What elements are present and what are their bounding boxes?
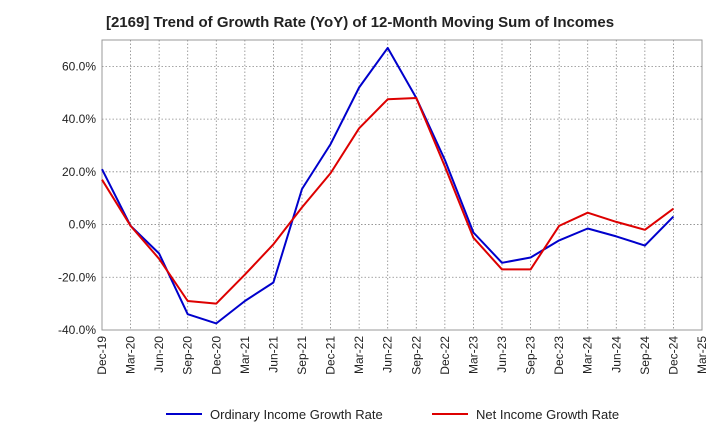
x-tick-label: Mar-20 (124, 336, 138, 374)
y-tick-label: 40.0% (62, 112, 96, 126)
x-tick-label: Dec-23 (552, 336, 566, 375)
y-tick-label: 60.0% (62, 59, 96, 73)
x-tick-label: Sep-22 (409, 336, 423, 375)
x-tick-label: Jun-23 (495, 336, 509, 373)
x-tick-label: Mar-25 (695, 336, 709, 374)
x-tick-label: Jun-20 (152, 336, 166, 373)
x-tick-label: Mar-22 (352, 336, 366, 374)
x-tick-label: Jun-21 (266, 336, 280, 373)
y-tick-label: -40.0% (58, 323, 96, 337)
y-tick-label: 0.0% (69, 218, 97, 232)
x-tick-label: Dec-22 (438, 336, 452, 375)
y-tick-label: -20.0% (58, 270, 96, 284)
x-tick-label: Dec-19 (95, 336, 109, 375)
x-tick-label: Mar-21 (238, 336, 252, 374)
x-tick-label: Sep-23 (524, 336, 538, 375)
x-tick-label: Sep-24 (638, 336, 652, 375)
legend-label: Net Income Growth Rate (476, 407, 619, 422)
series-line-net-income (101, 97, 674, 305)
x-tick-label: Dec-24 (666, 336, 680, 375)
series-line-ordinary-income (101, 46, 675, 325)
x-tick-label: Mar-23 (466, 336, 480, 374)
x-tick-label: Dec-20 (209, 336, 223, 375)
x-tick-label: Dec-21 (324, 336, 338, 375)
chart-title: [2169] Trend of Growth Rate (YoY) of 12-… (105, 14, 615, 31)
legend-label: Ordinary Income Growth Rate (210, 407, 383, 422)
plot-area (101, 39, 703, 331)
x-tick-label: Jun-22 (381, 336, 395, 373)
x-tick-label: Jun-24 (609, 336, 623, 373)
x-tick-label: Sep-21 (295, 336, 309, 375)
x-tick-label: Sep-20 (181, 336, 195, 375)
x-tick-label: Mar-24 (581, 336, 595, 374)
y-tick-label: 20.0% (62, 165, 96, 179)
